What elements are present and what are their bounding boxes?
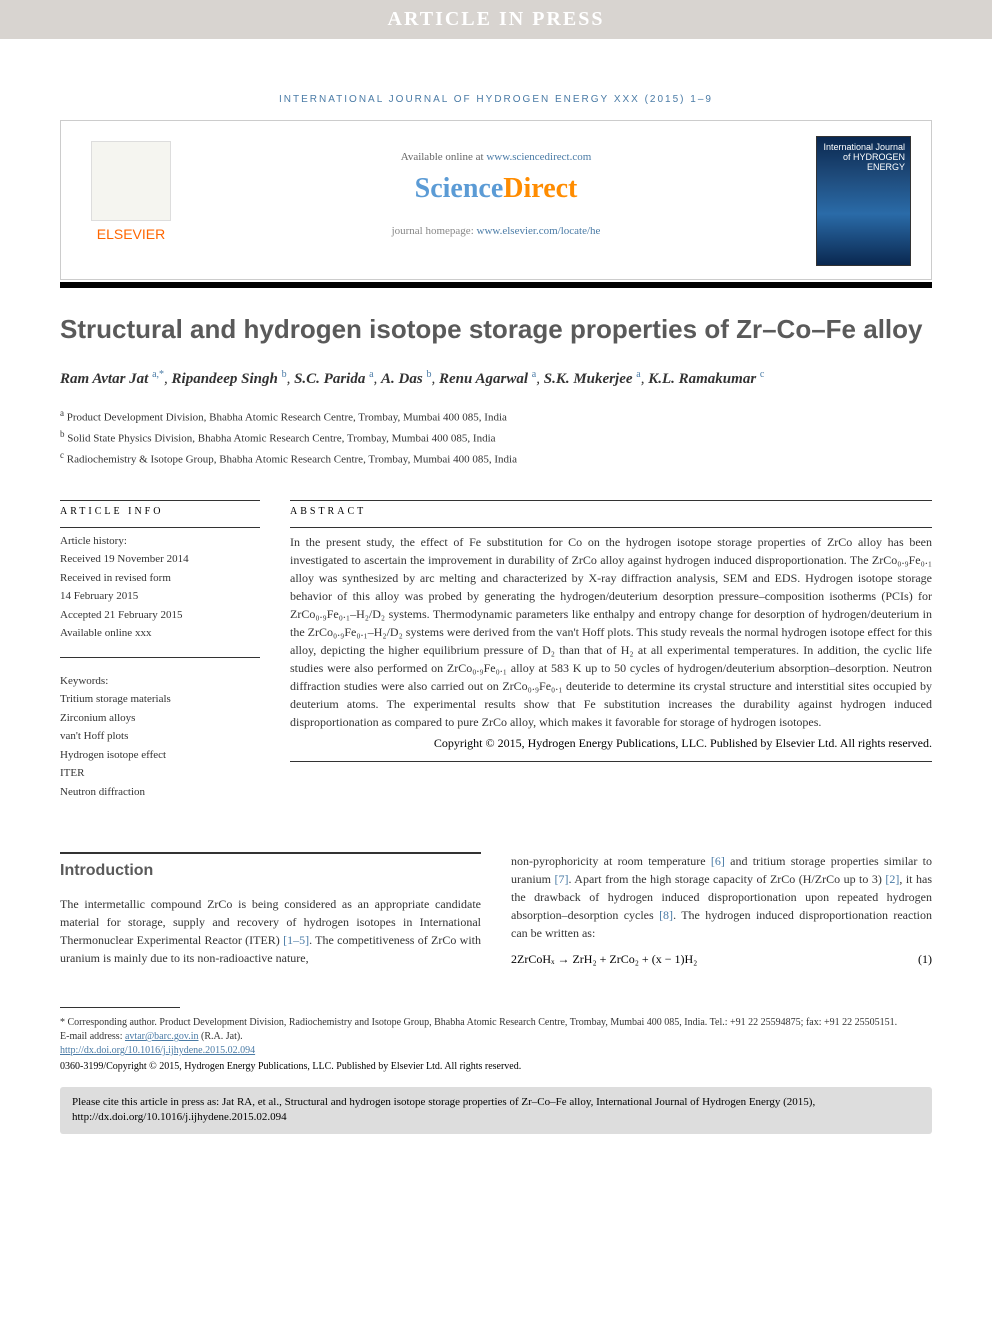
article-title: Structural and hydrogen isotope storage … (60, 313, 932, 347)
available-online: Available online at www.sciencedirect.co… (81, 151, 911, 163)
email-link[interactable]: avtar@barc.gov.in (125, 1031, 199, 1042)
equation-1: 2ZrCoHₓ → ZrH₂ + ZrCo₂ + (x − 1)H₂ (1) (511, 952, 932, 967)
header-box: ELSEVIER Available online at www.science… (60, 120, 932, 280)
intro-paragraph-2: non-pyrophoricity at room temperature [6… (511, 852, 932, 942)
corresponding-author: * Corresponding author. Product Developm… (60, 1016, 932, 1030)
abstract-label: ABSTRACT (290, 506, 932, 517)
abstract-copyright: Copyright © 2015, Hydrogen Energy Public… (290, 736, 932, 751)
journal-homepage: journal homepage: www.elsevier.com/locat… (81, 225, 911, 237)
press-banner: ARTICLE IN PRESS (0, 0, 992, 39)
citation-box: Please cite this article in press as: Ja… (60, 1087, 932, 1134)
separator-bar (60, 282, 932, 288)
elsevier-logo: ELSEVIER (81, 141, 181, 242)
doi-link[interactable]: http://dx.doi.org/10.1016/j.ijhydene.201… (60, 1045, 255, 1056)
elsevier-tree-icon (91, 141, 171, 221)
article-history: Article history: Received 19 November 20… (60, 533, 260, 642)
issn-copyright: 0360-3199/Copyright © 2015, Hydrogen Ene… (60, 1061, 932, 1072)
affiliations: a Product Development Division, Bhabha A… (60, 406, 932, 470)
article-info-label: ARTICLE INFO (60, 506, 260, 517)
homepage-link[interactable]: www.elsevier.com/locate/he (477, 225, 601, 237)
sciencedirect-link[interactable]: www.sciencedirect.com (486, 151, 591, 163)
keywords-block: Keywords: Tritium storage materialsZirco… (60, 673, 260, 801)
introduction-heading: Introduction (60, 862, 481, 880)
sciencedirect-logo: ScienceDirect (81, 173, 911, 205)
journal-reference: INTERNATIONAL JOURNAL OF HYDROGEN ENERGY… (60, 94, 932, 105)
abstract-text: In the present study, the effect of Fe s… (290, 533, 932, 731)
journal-cover: International Journal of HYDROGEN ENERGY (816, 136, 911, 266)
intro-paragraph-1: The intermetallic compound ZrCo is being… (60, 895, 481, 967)
elsevier-text: ELSEVIER (81, 226, 181, 242)
email-line: E-mail address: avtar@barc.gov.in (R.A. … (60, 1030, 932, 1044)
author-list: Ram Avtar Jat a,*, Ripandeep Singh b, S.… (60, 367, 932, 391)
